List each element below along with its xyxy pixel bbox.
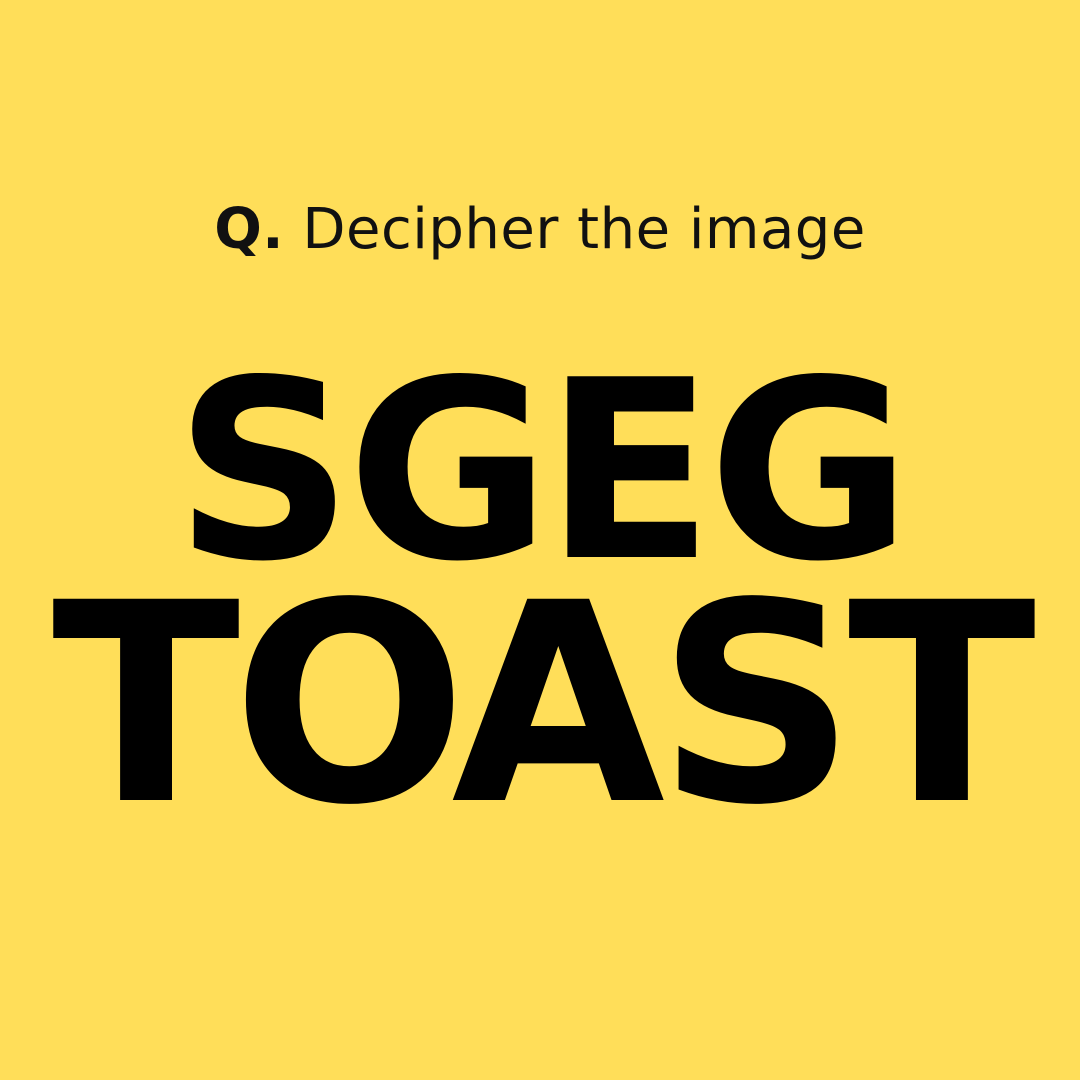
- puzzle-line-1: SGEG: [174, 328, 911, 616]
- question-prefix: Q.: [214, 197, 285, 262]
- puzzle-text: SGEG TOAST: [0, 328, 1080, 866]
- question-text: Decipher the image: [302, 197, 866, 262]
- question-heading: Q. Decipher the image: [0, 190, 1080, 270]
- puzzle-line-2: TOAST: [51, 545, 1036, 866]
